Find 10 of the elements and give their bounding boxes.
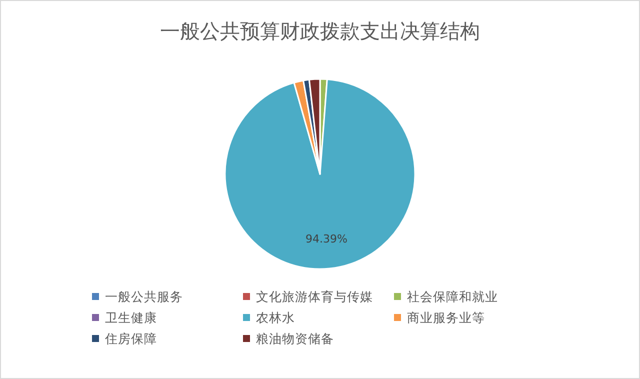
data-label: 94.39% xyxy=(306,232,348,246)
legend-label: 文化旅游体育与传媒 xyxy=(256,289,373,304)
legend-label: 农林水 xyxy=(256,310,295,325)
legend-label: 粮油物资储备 xyxy=(256,331,334,346)
chart-title: 一般公共预算财政拨款支出决算结构 xyxy=(160,19,480,43)
legend-label: 卫生健康 xyxy=(105,310,157,325)
legend-label: 商业服务业等 xyxy=(407,310,485,325)
legend-label: 社会保障和就业 xyxy=(407,289,498,304)
legend-label: 一般公共服务 xyxy=(105,289,183,304)
legend-label: 住房保障 xyxy=(104,331,157,346)
